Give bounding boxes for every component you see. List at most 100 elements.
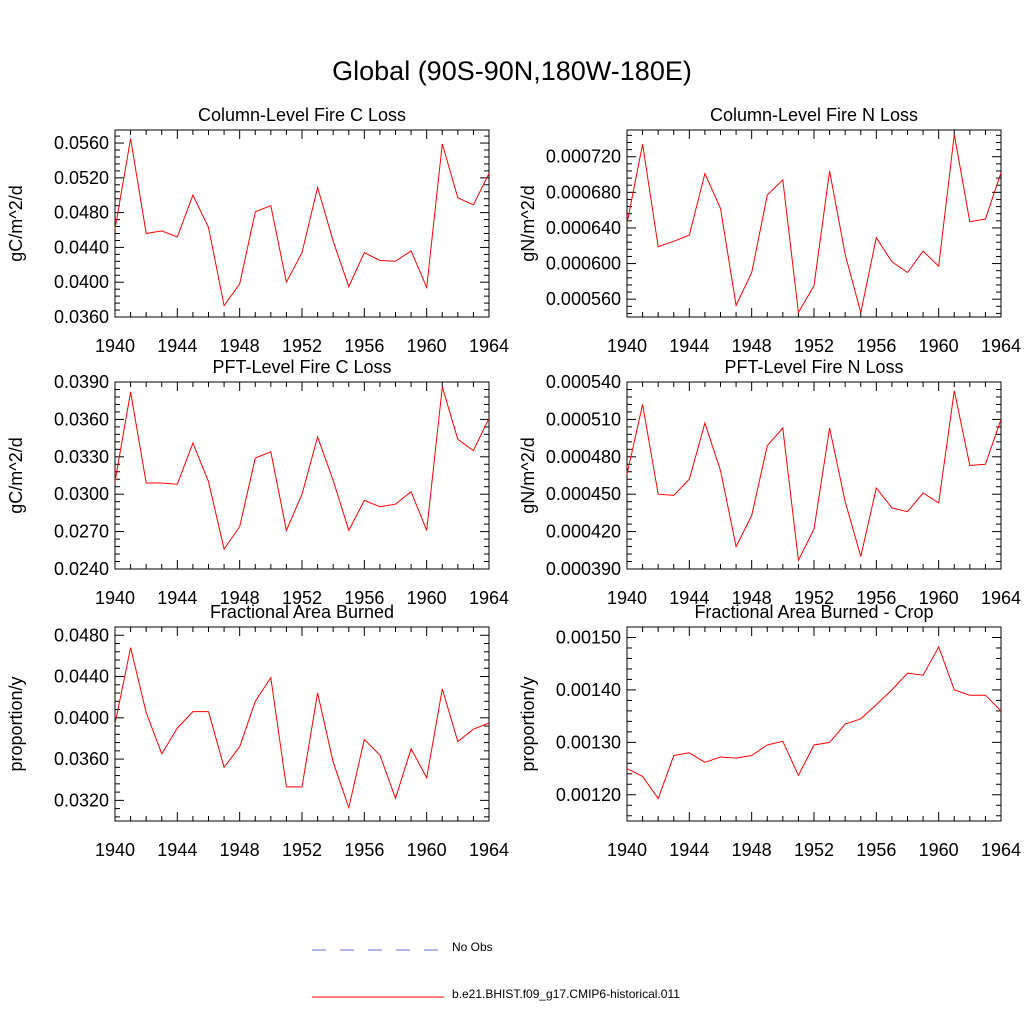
legend-swatch-obs (312, 949, 444, 951)
plot-frame (626, 381, 1002, 570)
chart-panel-5: Fractional Area Burned proportion/y 1940 19… (6, 602, 509, 860)
x-tick-label: 1964 (981, 840, 1021, 860)
x-tick-label: 1964 (469, 840, 509, 860)
x-tick-label: 1948 (220, 336, 260, 356)
x-tick-label: 1940 (607, 336, 647, 356)
y-tick-label: 0.00120 (556, 785, 621, 805)
y-tick-label: 0.000390 (546, 559, 621, 579)
x-tick-label: 1964 (981, 588, 1021, 608)
x-tick-label: 1964 (469, 336, 509, 356)
x-tick-label: 1948 (220, 588, 260, 608)
y-tick-label: 0.000450 (546, 484, 621, 504)
x-tick-label: 1960 (407, 840, 447, 860)
x-tick-label: 1944 (669, 588, 709, 608)
y-axis-label: proportion/y (518, 676, 538, 771)
series-line (626, 390, 1002, 563)
x-tick-label: 1944 (669, 336, 709, 356)
y-tick-label: 0.00140 (556, 680, 621, 700)
series-line (626, 134, 1002, 315)
y-tick-label: 0.0560 (54, 133, 109, 153)
y-tick-label: 0.000720 (546, 147, 621, 167)
series-line (114, 138, 490, 307)
series-line (114, 647, 490, 810)
figure-title: Global (90S-90N,180W-180E) (332, 56, 692, 86)
y-tick-label: 0.0520 (54, 168, 109, 188)
y-tick-label: 0.0400 (54, 708, 109, 728)
series-line (626, 645, 1002, 800)
x-tick-label: 1956 (856, 588, 896, 608)
plot-frame (626, 626, 1002, 822)
y-tick-label: 0.0480 (54, 203, 109, 223)
x-tick-label: 1944 (157, 840, 197, 860)
x-tick-label: 1952 (282, 840, 322, 860)
y-axis-label: proportion/y (6, 676, 26, 771)
x-tick-label: 1952 (794, 840, 834, 860)
y-tick-label: 0.000560 (546, 289, 621, 309)
x-tick-label: 1956 (344, 840, 384, 860)
x-tick-label: 1960 (919, 840, 959, 860)
chart-panel-6: Fractional Area Burned - Crop proportion/… (518, 602, 1021, 860)
plot-frame (626, 129, 1002, 318)
legend-swatch-model (312, 996, 444, 998)
x-tick-label: 1956 (344, 588, 384, 608)
x-tick-label: 1964 (469, 588, 509, 608)
chart-panel-2: Column-Level Fire N Loss gN/m^2/d 1940 1944… (518, 105, 1021, 356)
series-line (114, 386, 490, 551)
x-tick-label: 1952 (794, 588, 834, 608)
x-tick-label: 1940 (607, 588, 647, 608)
x-tick-label: 1940 (607, 840, 647, 860)
x-tick-label: 1944 (157, 588, 197, 608)
y-axis-label: gN/m^2/d (518, 185, 538, 261)
x-tick-label: 1948 (732, 840, 772, 860)
x-tick-label: 1952 (282, 588, 322, 608)
legend-label-obs: No Obs (452, 940, 493, 954)
y-tick-label: 0.000640 (546, 218, 621, 238)
y-tick-label: 0.0390 (54, 372, 109, 392)
x-tick-label: 1948 (220, 840, 260, 860)
panel-title: Fractional Area Burned - Crop (694, 602, 933, 622)
y-tick-label: 0.0320 (54, 790, 109, 810)
y-tick-label: 0.0440 (54, 667, 109, 687)
panel-title: Column-Level Fire N Loss (710, 105, 918, 125)
x-tick-label: 1940 (95, 336, 135, 356)
x-tick-label: 1964 (981, 336, 1021, 356)
x-tick-label: 1960 (919, 336, 959, 356)
panel-title: PFT-Level Fire C Loss (212, 357, 391, 377)
y-tick-label: 0.000480 (546, 447, 621, 467)
y-tick-label: 0.0440 (54, 237, 109, 257)
y-tick-label: 0.0480 (54, 625, 109, 645)
chart-panel-1: Column-Level Fire C Loss gC/m^2/d 1940 1944… (6, 105, 509, 356)
y-tick-label: 0.0360 (54, 307, 109, 327)
plot-frame (114, 129, 490, 318)
y-axis-label: gN/m^2/d (518, 437, 538, 513)
panel-title: Column-Level Fire C Loss (198, 105, 406, 125)
x-tick-label: 1956 (344, 336, 384, 356)
chart-panel-3: PFT-Level Fire C Loss gC/m^2/d 1940 1944 194… (6, 357, 509, 608)
y-tick-label: 0.000600 (546, 254, 621, 274)
x-tick-label: 1944 (157, 336, 197, 356)
x-tick-label: 1940 (95, 840, 135, 860)
y-tick-label: 0.000420 (546, 522, 621, 542)
x-tick-label: 1948 (732, 336, 772, 356)
panel-title: PFT-Level Fire N Loss (724, 357, 903, 377)
panel-title: Fractional Area Burned (210, 602, 394, 622)
y-tick-label: 0.0330 (54, 447, 109, 467)
x-tick-label: 1948 (732, 588, 772, 608)
y-axis-label: gC/m^2/d (6, 185, 26, 261)
y-tick-label: 0.00130 (556, 732, 621, 752)
y-tick-label: 0.0300 (54, 484, 109, 504)
y-tick-label: 0.0360 (54, 409, 109, 429)
x-tick-label: 1940 (95, 588, 135, 608)
x-tick-label: 1960 (919, 588, 959, 608)
y-tick-label: 0.000680 (546, 182, 621, 202)
x-tick-label: 1952 (282, 336, 322, 356)
y-tick-label: 0.000540 (546, 372, 621, 392)
x-tick-label: 1956 (856, 336, 896, 356)
x-tick-label: 1944 (669, 840, 709, 860)
plot-frame (114, 626, 490, 822)
legend-label-model: b.e21.BHIST.f09_g17.CMIP6-historical.011 (452, 987, 680, 1001)
y-axis-label: gC/m^2/d (6, 437, 26, 513)
y-tick-label: 0.0400 (54, 272, 109, 292)
y-tick-label: 0.0360 (54, 749, 109, 769)
